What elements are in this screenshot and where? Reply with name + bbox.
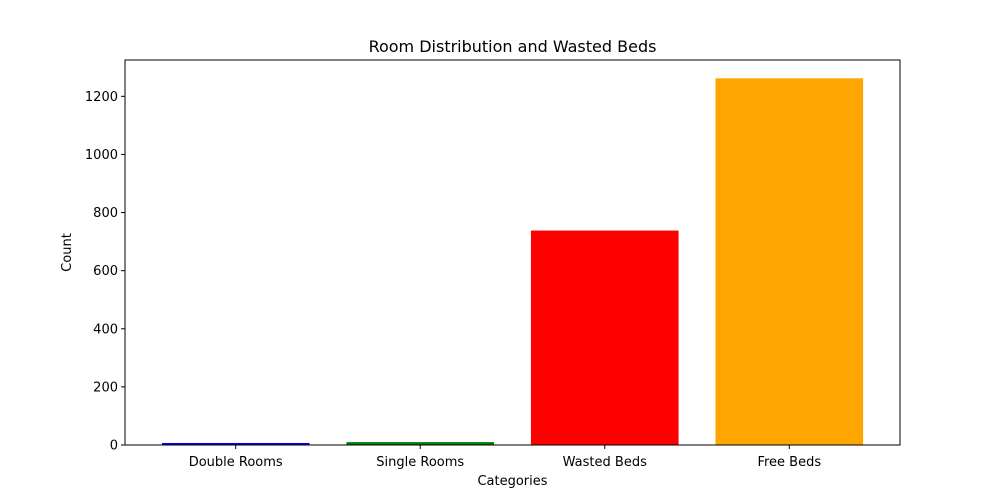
x-tick-label: Free Beds	[757, 455, 821, 470]
y-tick-label: 800	[93, 206, 118, 221]
y-tick-label: 200	[93, 380, 118, 395]
y-tick-label: 400	[93, 322, 118, 337]
x-tick-label: Wasted Beds	[563, 455, 647, 470]
chart-title: Room Distribution and Wasted Beds	[369, 37, 657, 56]
bars-group	[161, 78, 864, 445]
y-axis-label: Count	[60, 233, 75, 272]
y-tick-label: 1000	[85, 148, 118, 163]
x-axis-label: Categories	[477, 474, 547, 489]
bar-double-rooms	[161, 442, 310, 445]
y-axis-ticks: 0 200 400 600 800 1000 1200	[85, 90, 125, 454]
x-tick-label: Single Rooms	[376, 455, 464, 470]
x-axis-ticks: Double Rooms Single Rooms Wasted Beds Free …	[189, 445, 821, 470]
bar-single-rooms	[346, 442, 495, 445]
plot-area-frame	[124, 59, 901, 446]
bar-wasted-beds	[530, 230, 679, 445]
bar-free-beds	[715, 78, 864, 445]
y-tick-label: 600	[93, 264, 118, 279]
y-tick-label: 0	[110, 439, 118, 454]
x-tick-label: Double Rooms	[189, 455, 283, 470]
y-tick-label: 1200	[85, 90, 118, 105]
